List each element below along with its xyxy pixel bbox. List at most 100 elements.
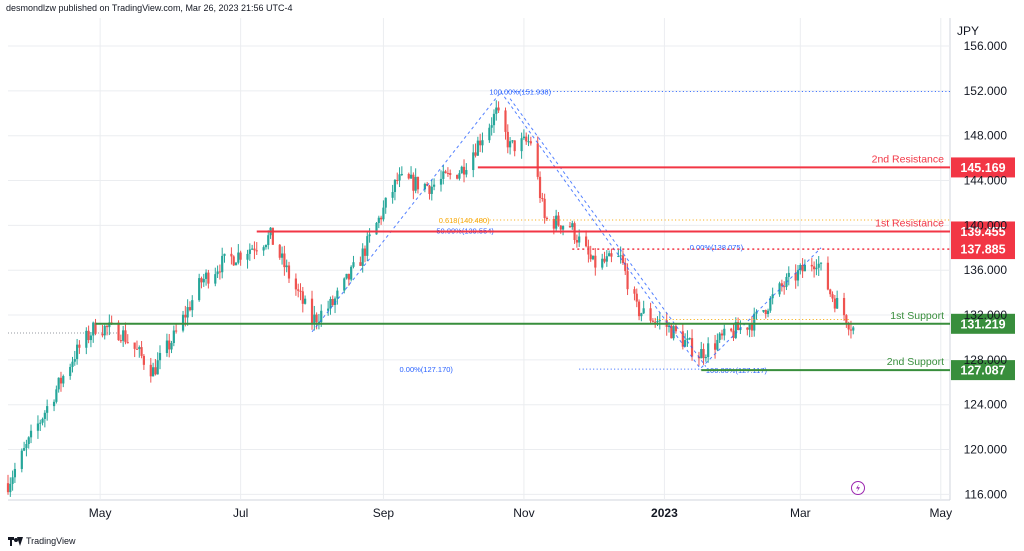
candle-body	[264, 245, 268, 248]
candle-body	[658, 320, 661, 322]
candle-body	[737, 322, 740, 331]
candle-body	[216, 271, 219, 275]
candle-body	[670, 325, 673, 339]
candle-body	[732, 330, 735, 338]
candle-body	[746, 327, 749, 330]
candle-body	[294, 278, 297, 290]
candle-body	[559, 225, 562, 230]
candle-body	[750, 324, 754, 331]
candle-body	[557, 215, 560, 226]
candle-body	[522, 136, 526, 139]
candle-body	[255, 250, 258, 252]
candle-body	[584, 236, 588, 247]
candle-body	[432, 184, 436, 187]
candle-body	[654, 321, 657, 323]
candle-body	[409, 174, 413, 179]
candle-body	[442, 171, 445, 179]
price-axis[interactable]: JPY 116.000120.000124.000128.000132.0001…	[957, 24, 1007, 501]
x-tick-label: Sep	[373, 506, 395, 520]
candle-body	[105, 325, 109, 328]
candle-body	[601, 258, 604, 268]
candle-body	[329, 299, 332, 309]
candle-body	[799, 265, 802, 271]
level-label: 2nd Support	[887, 356, 944, 368]
candle-body	[852, 327, 855, 331]
candle-body	[444, 171, 447, 173]
candle-body	[829, 289, 832, 295]
candle-body	[702, 349, 705, 359]
candle-body	[39, 422, 42, 424]
candle-body	[186, 307, 189, 318]
candle-body	[700, 349, 703, 359]
candle-body	[232, 256, 235, 266]
candle-body	[78, 344, 81, 348]
level-label: 1st Resistance	[875, 217, 944, 229]
candle-body	[817, 263, 820, 268]
candle-body	[124, 330, 127, 343]
candle-body	[398, 174, 401, 181]
candle-body	[181, 314, 185, 331]
candle-body	[414, 176, 417, 191]
candle-body	[13, 468, 17, 478]
candle-body	[815, 267, 818, 270]
candle-body	[59, 377, 63, 384]
tradingview-brand[interactable]: TradingView	[8, 536, 76, 546]
candle-body	[633, 289, 636, 294]
candle-body	[92, 322, 95, 336]
candle-body	[158, 353, 162, 361]
candle-body	[456, 174, 459, 179]
price-tag	[951, 221, 1015, 242]
candle-body	[142, 355, 145, 365]
candle-body	[327, 308, 330, 311]
candle-body	[25, 444, 28, 449]
candle-body	[460, 166, 463, 174]
candle-body	[103, 325, 106, 336]
candle-body	[490, 125, 493, 128]
x-tick-label: May	[89, 506, 112, 520]
candle-body	[73, 359, 76, 362]
candle-body	[359, 262, 362, 266]
candle-body	[87, 330, 90, 341]
lightning-icon[interactable]	[851, 481, 865, 495]
candle-body	[780, 283, 783, 287]
candle-body	[315, 314, 318, 323]
candle-body	[771, 294, 774, 299]
price-tag	[951, 239, 1015, 260]
candle-body	[366, 236, 369, 256]
candle-body	[734, 322, 737, 338]
candle-body	[168, 340, 171, 350]
candle-body	[221, 255, 224, 273]
candle-body	[428, 185, 431, 194]
candle-body	[439, 178, 443, 185]
candle-body	[529, 141, 532, 144]
candle-body	[202, 278, 205, 283]
candle-body	[55, 389, 58, 402]
candle-body	[262, 247, 265, 251]
candle-body	[223, 253, 226, 256]
candle-body	[230, 253, 233, 257]
candle-body	[476, 140, 479, 156]
candle-body	[617, 256, 620, 258]
y-tick-label: 120.000	[964, 443, 1008, 457]
level-label: 2nd Resistance	[872, 153, 945, 165]
time-axis[interactable]: May Jul Sep Nov 2023 Mar May	[89, 506, 952, 520]
candle-body	[764, 310, 767, 315]
candle-body	[46, 406, 49, 413]
x-tick-label: Jul	[233, 506, 248, 520]
candle-body	[492, 113, 496, 126]
candle-body	[552, 219, 555, 229]
candle-body	[681, 331, 684, 347]
candle-body	[363, 248, 367, 256]
candle-body	[333, 298, 337, 306]
price-tag-value: 145.169	[960, 161, 1005, 175]
candle-body	[135, 348, 139, 350]
fib-label: 100.00%(151.938)	[489, 88, 551, 97]
candle-body	[188, 307, 192, 311]
candle-body	[723, 328, 726, 336]
y-tick-label: 140.000	[964, 218, 1008, 232]
candle-body	[831, 294, 834, 299]
candle-body	[430, 186, 433, 194]
candle-body	[75, 344, 79, 360]
candle-body	[667, 325, 671, 327]
